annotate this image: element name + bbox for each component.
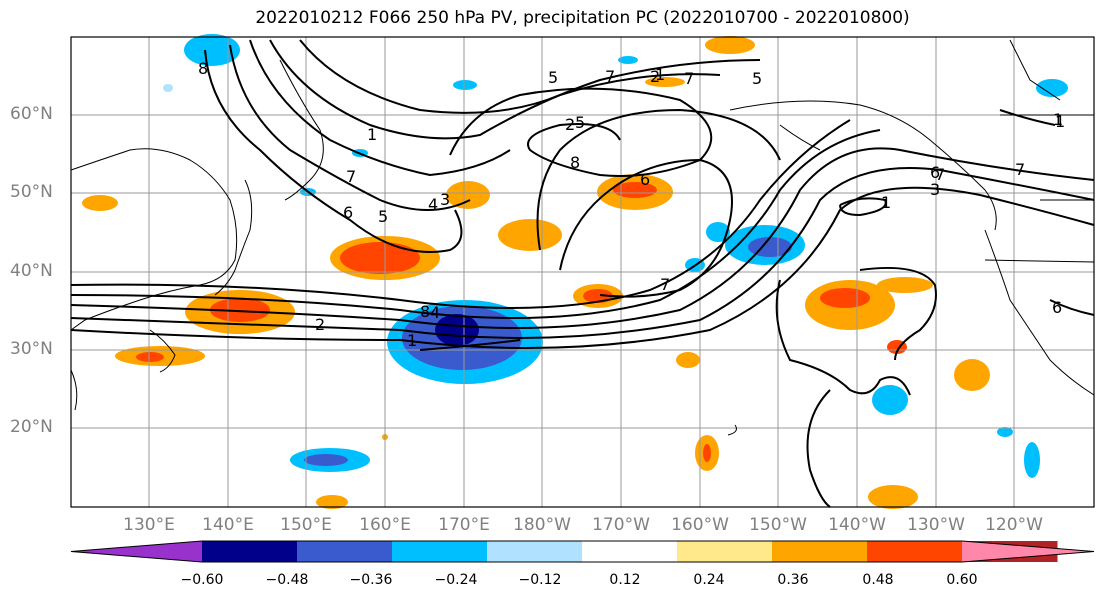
contour-label: 1 [1055, 112, 1065, 131]
contour-label: 7 [684, 69, 694, 88]
colorbar-tick-label: 0.36 [777, 572, 809, 588]
contour-label: 7 [346, 167, 356, 186]
lat-label: 40°N [10, 261, 53, 281]
lon-label: 160°W [671, 515, 729, 535]
colorbar-segment [867, 541, 963, 562]
colorbar [70, 540, 1095, 563]
contour-label: 8 [198, 59, 208, 78]
map-title: 2022010212 F066 250 hPa PV, precipitatio… [255, 8, 910, 28]
colorbar-tick-label: −0.60 [180, 572, 224, 588]
colorbar-outline [70, 540, 1095, 563]
contour-label: 1 [407, 331, 417, 350]
colorbar-segment [772, 541, 868, 562]
colorbar-tick-label: 0.24 [693, 572, 725, 588]
colorbar-extend-high [962, 541, 1094, 562]
contour-label: 6 [1052, 298, 1062, 317]
colorbar-segment [487, 541, 583, 562]
contour-label: 3 [930, 180, 940, 199]
contour-label: 2 [565, 115, 575, 134]
contour-label: 8 [570, 153, 580, 172]
colorbar-segment [202, 541, 298, 562]
lon-label: 160°E [359, 515, 411, 535]
lon-label: 170°E [438, 515, 490, 535]
lon-label: 140°E [202, 515, 254, 535]
lat-label: 20°N [10, 417, 53, 437]
contour-label: 7 [1015, 160, 1025, 179]
coastlines [70, 39, 1095, 436]
contour-label: 1 [655, 65, 665, 84]
contour-label: 1 [367, 125, 377, 144]
gridlines [71, 37, 1094, 507]
colorbar-tick-label: 0.12 [609, 572, 641, 588]
contour-label: 5 [575, 113, 585, 132]
lat-label: 30°N [10, 339, 53, 359]
contour-label: 7 [660, 275, 670, 294]
lat-label: 50°N [10, 182, 53, 202]
contour-label: 3 [440, 190, 450, 209]
lon-label: 130°E [123, 515, 175, 535]
colorbar-segment [582, 541, 678, 562]
colorbar-extend-low [71, 541, 202, 562]
contour-label: 5 [378, 207, 388, 226]
lon-label: 120°W [985, 515, 1043, 535]
contour-label: 1 [881, 193, 891, 212]
contour-label: 7 [605, 67, 615, 86]
colorbar-segment [392, 541, 488, 562]
contour-label: 4 [430, 303, 440, 322]
contour-label: 6 [930, 163, 940, 182]
colorbar-tick-label: −0.12 [518, 572, 562, 588]
contour-label: 2 [650, 67, 660, 86]
colorbar-tick-label: 0.60 [946, 572, 978, 588]
map-frame [70, 36, 1095, 508]
contour-label: 4 [428, 195, 438, 214]
lon-label: 150°W [749, 515, 807, 535]
pv-contours [70, 39, 1095, 508]
lon-label: 140°W [828, 515, 886, 535]
contour-label: 6 [343, 203, 353, 222]
colorbar-tick-label: −0.48 [265, 572, 309, 588]
contour-label: 5 [548, 68, 558, 87]
lon-label: 150°E [280, 515, 332, 535]
contour-label: 2 [315, 315, 325, 334]
colorbar-segment [677, 541, 773, 562]
contour-label: 8 [420, 302, 430, 321]
colorbar-tick-label: 0.48 [862, 572, 894, 588]
contour-label: 7 [935, 165, 945, 184]
lon-label: 170°W [592, 515, 650, 535]
colorbar-segment [297, 541, 393, 562]
contour-label: 1 [1053, 110, 1063, 129]
contour-label: 6 [640, 170, 650, 189]
contour-label: 5 [752, 69, 762, 88]
lon-label: 180°W [513, 515, 571, 535]
lat-label: 60°N [10, 104, 53, 124]
colorbar-tick-label: −0.36 [349, 572, 393, 588]
lon-label: 130°W [907, 515, 965, 535]
colorbar-tick-label: −0.24 [434, 572, 478, 588]
